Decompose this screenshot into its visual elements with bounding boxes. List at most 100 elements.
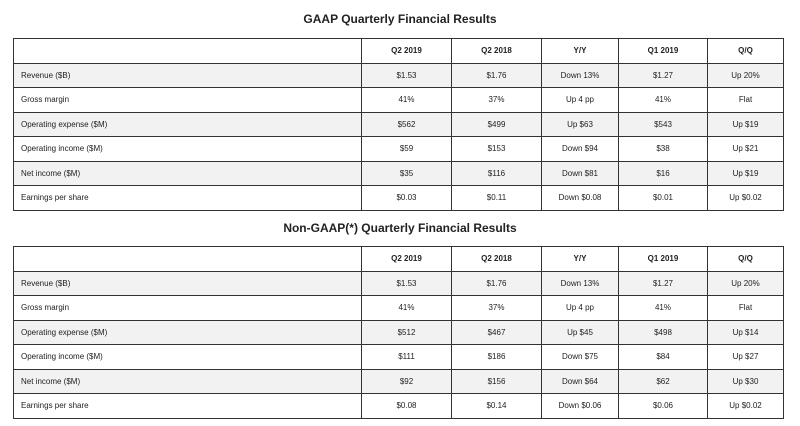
column-header: Q2 2019 (361, 246, 452, 272)
nongaap-results-table: Q2 2019 Q2 2018 Y/Y Q1 2019 Q/Q Revenue ($B)… (13, 246, 784, 419)
table-cell: $1.27 (618, 270, 708, 296)
table-cell: $0.03 (361, 185, 452, 211)
column-header: Y/Y (541, 246, 619, 272)
table-cell: 37% (451, 295, 542, 321)
table-cell: 41% (361, 87, 452, 113)
table-cell: $153 (451, 136, 542, 162)
table-header-row: Q2 2019 Q2 2018 Y/Y Q1 2019 Q/Q (13, 246, 784, 272)
table-row: Earnings per share $0.08 $0.14 Down $0.06 $0… (13, 393, 784, 419)
table-cell: $35 (361, 160, 452, 186)
gaap-results-table: Q2 2019 Q2 2018 Y/Y Q1 2019 Q/Q Revenue ($B)… (13, 38, 784, 211)
table-cell: Up 4 pp (541, 87, 619, 113)
table-cell: Down 13% (541, 62, 619, 88)
table-cell: Up $45 (541, 319, 619, 345)
table-cell: $562 (361, 111, 452, 137)
table-row: Earnings per share $0.03 $0.11 Down $0.08 $0… (13, 185, 784, 211)
table-cell: $0.11 (451, 185, 542, 211)
table-cell: $467 (451, 319, 542, 345)
column-header: Q/Q (707, 38, 784, 64)
row-label: Revenue ($B) (13, 62, 362, 88)
column-header: Q1 2019 (618, 246, 708, 272)
table-row: Net income ($M) $35 $116 Down $81 $16 Up $19 (13, 160, 784, 186)
table-row: Operating expense ($M) $512 $467 Up $45 $498… (13, 319, 784, 345)
table-cell: Flat (707, 87, 784, 113)
table-row: Revenue ($B) $1.53 $1.76 Down 13% $1.27 Up 20… (13, 270, 784, 296)
table-cell: Up 20% (707, 62, 784, 88)
column-header: Q2 2018 (451, 38, 542, 64)
row-label: Operating income ($M) (13, 344, 362, 370)
table-cell: Up $30 (707, 368, 784, 394)
table-cell: Up 4 pp (541, 295, 619, 321)
table-cell: $0.06 (618, 393, 708, 419)
table-cell: Up $63 (541, 111, 619, 137)
table-cell: 37% (451, 87, 542, 113)
table-cell: $0.08 (361, 393, 452, 419)
table-cell: $38 (618, 136, 708, 162)
table-cell: Up $0.02 (707, 185, 784, 211)
row-label: Operating expense ($M) (13, 111, 362, 137)
table-cell: $499 (451, 111, 542, 137)
table-cell: $16 (618, 160, 708, 186)
table-cell: $92 (361, 368, 452, 394)
table-cell: Down $0.08 (541, 185, 619, 211)
table-cell: Up $19 (707, 160, 784, 186)
column-header: Q1 2019 (618, 38, 708, 64)
row-label: Net income ($M) (13, 368, 362, 394)
table-cell: Flat (707, 295, 784, 321)
table-cell: Up $21 (707, 136, 784, 162)
table-cell: Down $75 (541, 344, 619, 370)
table-cell: Up $14 (707, 319, 784, 345)
row-label: Operating expense ($M) (13, 319, 362, 345)
table-cell: $186 (451, 344, 542, 370)
table-cell: $84 (618, 344, 708, 370)
table-cell: Down $81 (541, 160, 619, 186)
table-cell: $111 (361, 344, 452, 370)
table-header-row: Q2 2019 Q2 2018 Y/Y Q1 2019 Q/Q (13, 38, 784, 64)
row-label: Gross margin (13, 295, 362, 321)
table-cell: $498 (618, 319, 708, 345)
table-row: Operating income ($M) $59 $153 Down $94 $38 U… (13, 136, 784, 162)
table-row: Operating income ($M) $111 $186 Down $75 $84… (13, 344, 784, 370)
row-label: Gross margin (13, 87, 362, 113)
table-row: Revenue ($B) $1.53 $1.76 Down 13% $1.27 Up 20… (13, 62, 784, 88)
table-cell: $1.53 (361, 270, 452, 296)
table-cell: Down $64 (541, 368, 619, 394)
table-cell: 41% (618, 87, 708, 113)
row-label: Earnings per share (13, 185, 362, 211)
table-cell: Up $19 (707, 111, 784, 137)
table-cell: $543 (618, 111, 708, 137)
table-row: Gross margin 41% 37% Up 4 pp 41% Flat (13, 295, 784, 321)
header-metric-column (13, 38, 362, 64)
table-cell: Up $27 (707, 344, 784, 370)
table-cell: $116 (451, 160, 542, 186)
table-cell: Up 20% (707, 270, 784, 296)
column-header: Y/Y (541, 38, 619, 64)
table-row: Net income ($M) $92 $156 Down $64 $62 Up $30 (13, 368, 784, 394)
table-cell: $0.01 (618, 185, 708, 211)
table-cell: Up $0.02 (707, 393, 784, 419)
table-cell: 41% (361, 295, 452, 321)
table-cell: 41% (618, 295, 708, 321)
row-label: Revenue ($B) (13, 270, 362, 296)
table-cell: Down 13% (541, 270, 619, 296)
table-cell: $1.76 (451, 62, 542, 88)
column-header: Q/Q (707, 246, 784, 272)
table-cell: $1.27 (618, 62, 708, 88)
nongaap-table-title: Non-GAAP(*) Quarterly Financial Results (283, 221, 517, 235)
table-cell: $512 (361, 319, 452, 345)
table-cell: $62 (618, 368, 708, 394)
gaap-table-title: GAAP Quarterly Financial Results (303, 12, 497, 26)
table-cell: $0.14 (451, 393, 542, 419)
table-cell: Down $0.06 (541, 393, 619, 419)
table-cell: $1.53 (361, 62, 452, 88)
column-header: Q2 2018 (451, 246, 542, 272)
table-row: Operating expense ($M) $562 $499 Up $63 $543… (13, 111, 784, 137)
table-row: Gross margin 41% 37% Up 4 pp 41% Flat (13, 87, 784, 113)
row-label: Operating income ($M) (13, 136, 362, 162)
table-cell: Down $94 (541, 136, 619, 162)
header-metric-column (13, 246, 362, 272)
row-label: Net income ($M) (13, 160, 362, 186)
table-cell: $59 (361, 136, 452, 162)
table-cell: $156 (451, 368, 542, 394)
table-cell: $1.76 (451, 270, 542, 296)
